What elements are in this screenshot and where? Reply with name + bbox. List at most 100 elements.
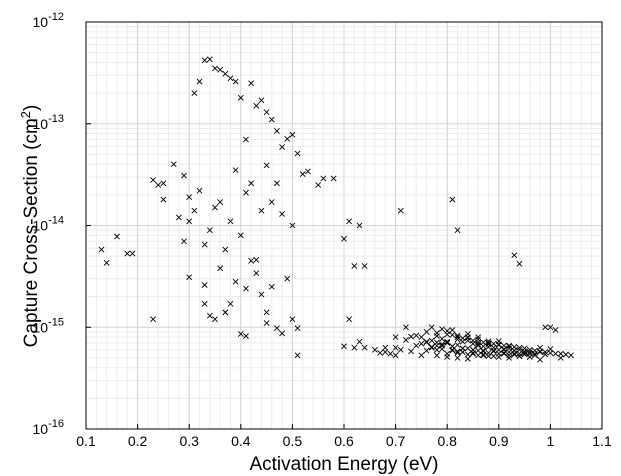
data-point [459,349,466,356]
data-point [253,102,260,109]
data-point [516,344,523,351]
data-point [428,324,435,331]
data-point [222,309,229,316]
data-point [490,340,497,347]
data-point [464,355,471,362]
data-point [464,351,471,358]
data-point [217,199,224,205]
data-point [263,309,270,316]
data-point [562,351,569,358]
data-point [217,265,224,272]
data-point [232,278,239,285]
data-point [294,150,301,157]
data-point [506,352,513,359]
data-point [268,199,275,205]
data-point [206,312,213,319]
data-point [403,337,409,343]
data-point [490,348,497,355]
data-point [294,352,301,359]
data-point [511,252,518,259]
data-point [557,350,564,357]
data-point [449,332,456,338]
data-point [537,356,543,363]
data-point [511,347,518,354]
data-point [423,347,430,354]
data-point [495,338,502,345]
data-point [315,182,322,188]
data-point [449,327,456,333]
data-point [114,233,120,240]
data-point [279,144,285,150]
data-point [160,180,167,187]
x-tick-label: 0.5 [283,433,303,449]
data-point [124,250,131,257]
data-point [274,325,280,332]
data-point [351,263,358,269]
data-point [181,172,187,179]
data-point [201,57,208,64]
x-tick-label: 0.9 [489,433,509,449]
data-point [212,204,218,211]
data-point [449,346,456,353]
data-point [439,326,445,332]
data-point [521,351,528,358]
data-point [186,194,193,201]
data-point [501,342,507,349]
data-point [423,328,430,335]
data-point [392,344,399,351]
data-point [237,94,244,101]
data-point [206,227,213,234]
data-point [304,168,311,175]
x-axis-ticks: 0.1 0.2 0.3 0.4 0.5 0.6 0.7 0.8 0.9 1 1.1 [76,424,612,449]
data-point [181,238,187,245]
data-point [212,65,218,72]
data-point [237,330,244,337]
data-point [454,349,461,356]
data-point [454,354,461,361]
data-point [506,354,513,361]
data-point [542,349,549,356]
data-point [217,66,224,73]
x-tick-label: 1 [547,433,555,449]
data-point [232,78,239,85]
data-point [516,353,523,360]
data-point [485,353,492,360]
data-point [413,332,420,339]
data-point [449,196,456,203]
data-point [459,335,466,342]
data-point [552,350,559,357]
data-point [227,300,234,307]
data-point [439,346,445,353]
data-point [170,161,177,168]
data-point [470,337,476,344]
data-point [150,316,156,323]
data-point [150,177,156,183]
data-point [201,300,208,307]
data-point [475,352,482,359]
data-point [454,227,461,234]
data-point [392,334,399,341]
data-point [175,214,182,221]
data-point [268,283,275,290]
data-point [433,342,440,349]
data-point [341,235,347,242]
data-point [506,342,513,349]
data-point [568,352,574,359]
data-point [547,324,554,331]
data-point [516,260,523,267]
data-point [243,136,249,143]
data-point [552,327,559,333]
data-point [470,349,476,356]
data-point [274,128,280,134]
data-point [454,334,461,341]
x-tick-label: 0.1 [76,433,96,449]
data-point [387,350,394,357]
data-point [372,346,378,353]
data-point [191,90,198,97]
data-point [253,270,260,277]
data-point [439,335,445,342]
data-point [433,329,440,336]
data-point [454,332,461,339]
data-point [557,354,564,361]
data-point [521,345,528,352]
